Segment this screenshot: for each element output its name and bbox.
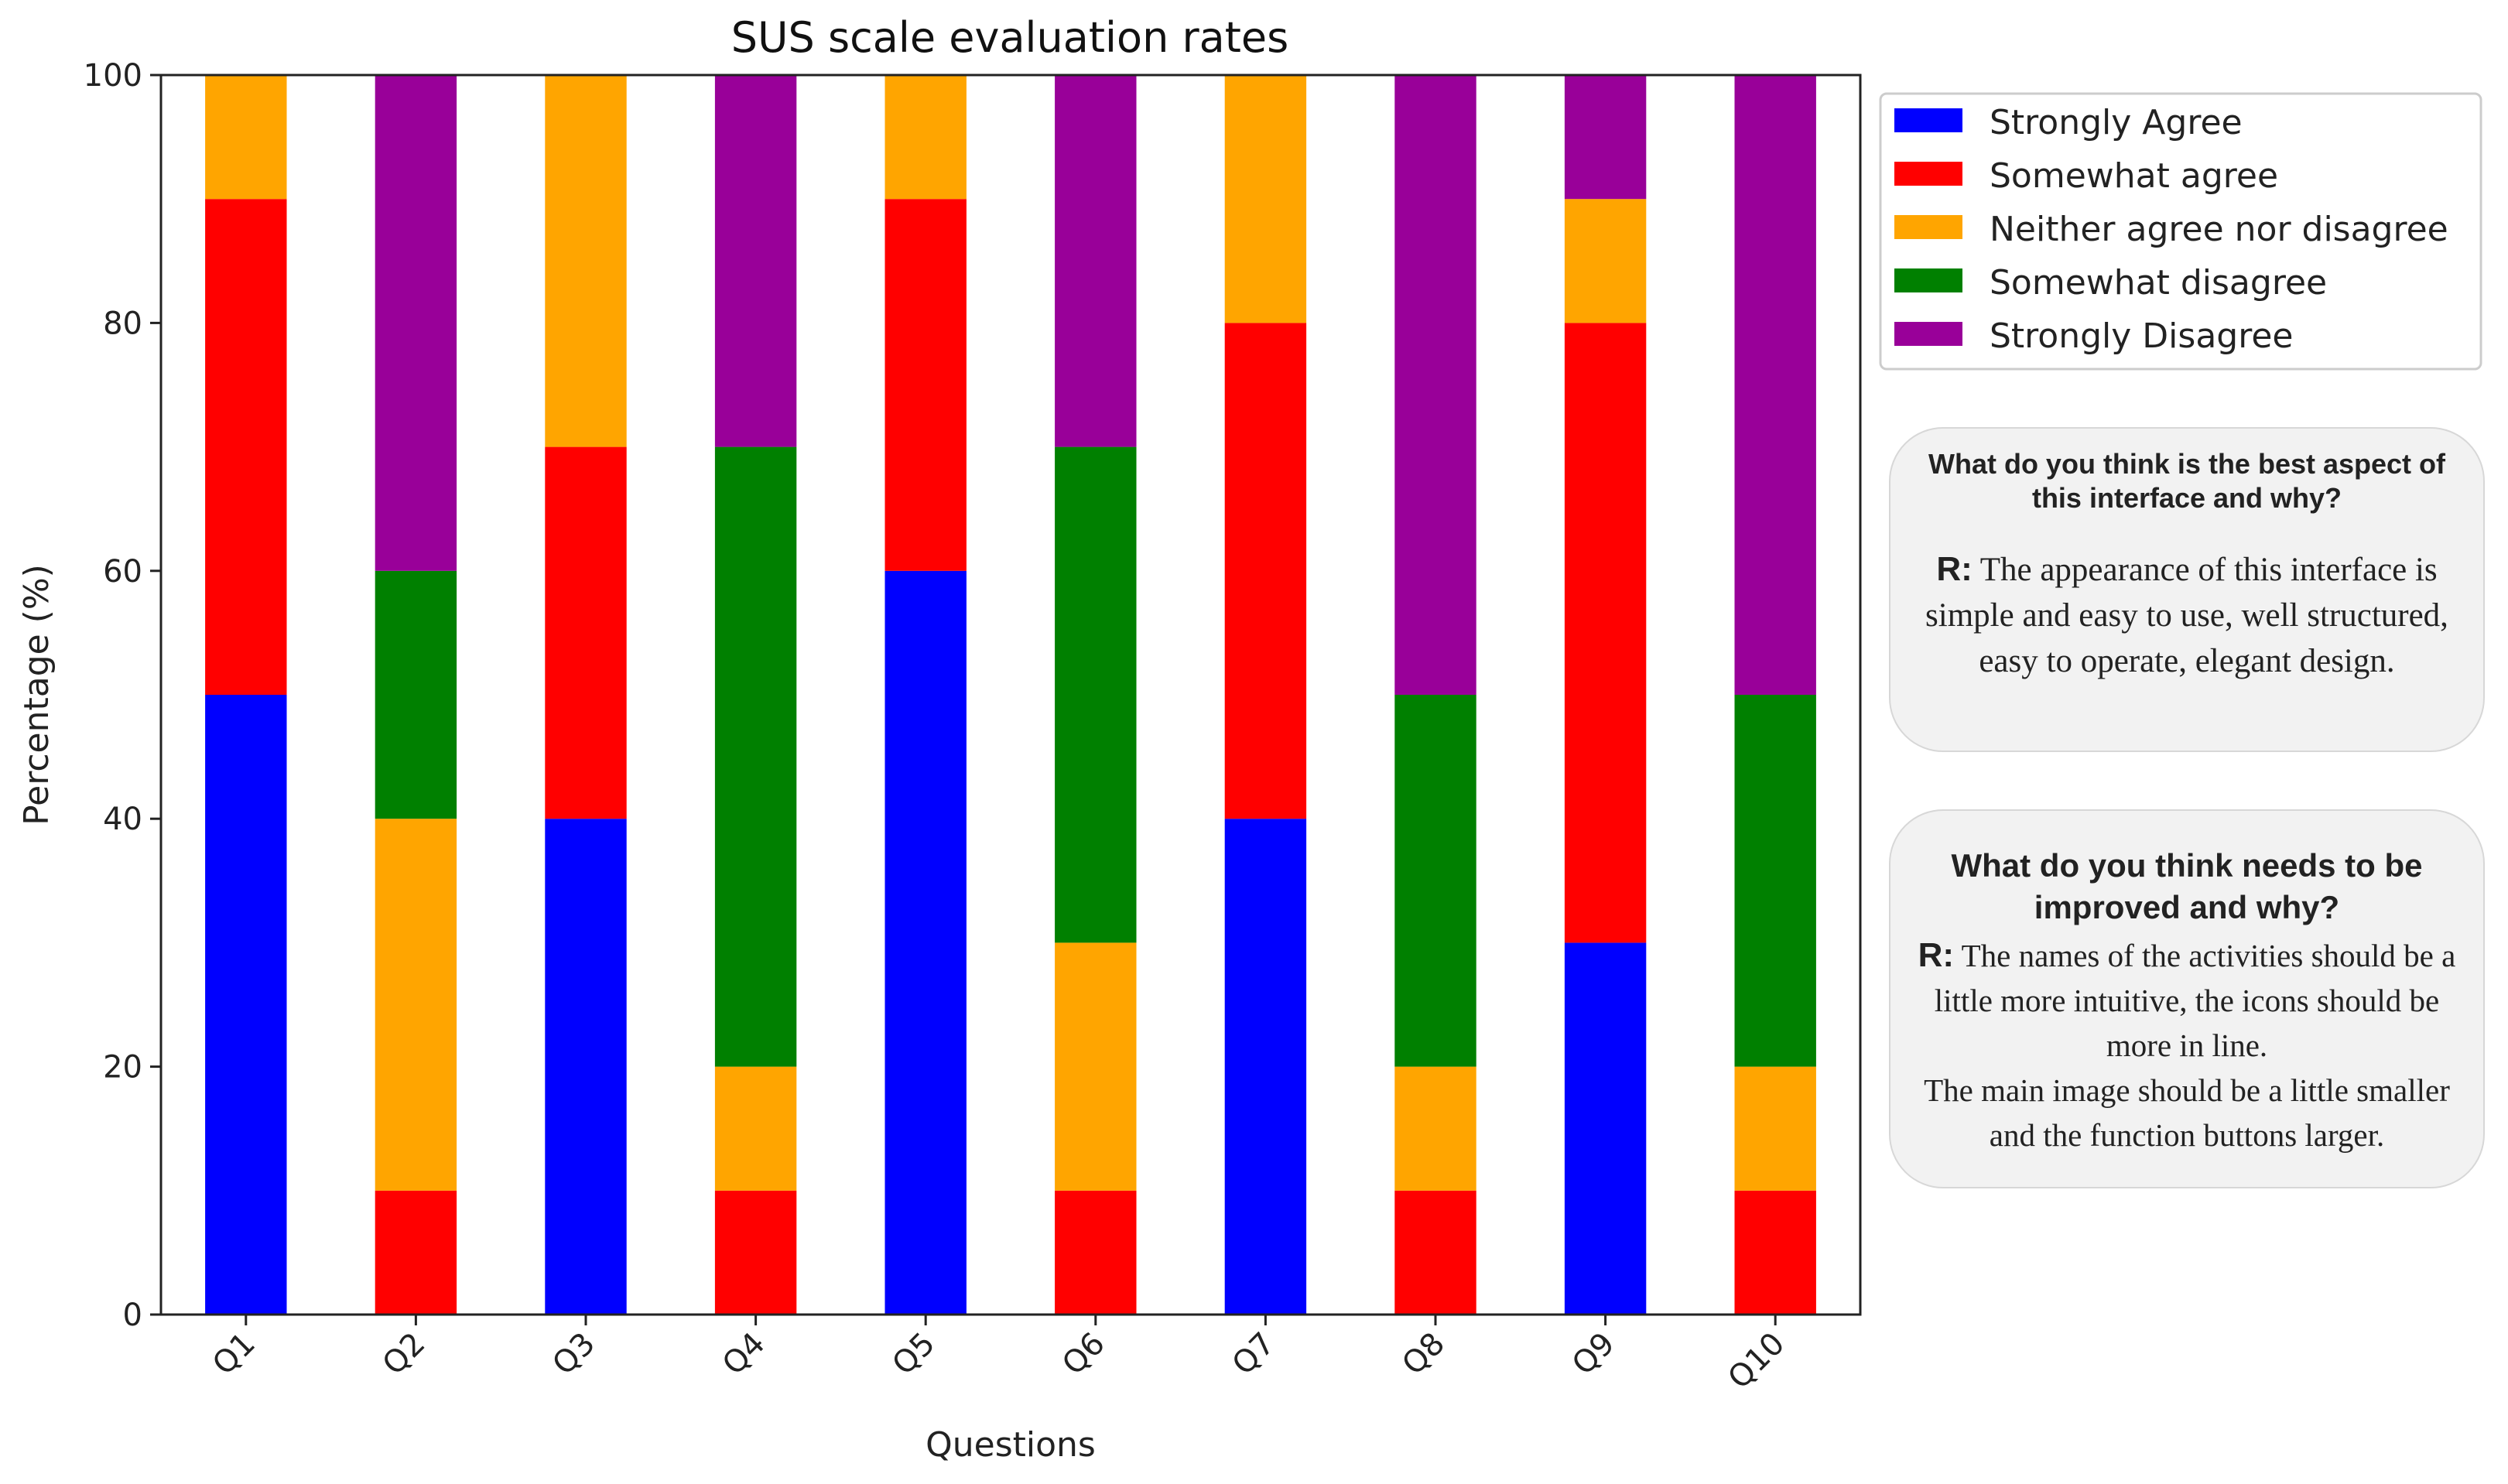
best-aspect-question: What do you think is the best aspect of … [1928,448,2446,514]
bar-q10-somewhat-agree [1734,1190,1816,1315]
bar-q4-strongly-disagree [714,75,797,447]
bar-q8-somewhat-disagree [1394,695,1476,1067]
bar-q9-strongly-disagree [1564,75,1647,200]
bar-q9-neither-agree-nor-disagree [1564,199,1647,323]
best-aspect-r-label: R: [1936,550,1973,588]
bar-q4-somewhat-disagree [714,446,797,1067]
legend-label-strongly-disagree: Strongly Disagree [1990,316,2293,356]
legend-entries: Strongly Agree Somewhat agree Neither agre… [1894,103,2448,356]
chart-title: SUS scale evaluation rates [731,13,1289,62]
bar-q6-somewhat-agree [1055,1190,1137,1315]
bar-q8-strongly-disagree [1394,75,1476,695]
x-tick-label-q2: Q2 [376,1326,433,1383]
best-aspect-answer-text: The appearance of this interface is simp… [1925,552,2448,679]
x-axis-label: Questions [926,1425,1096,1465]
x-tick-label-q6: Q6 [1056,1326,1112,1383]
bar-q2-somewhat-disagree [375,570,457,819]
bar-q2-neither-agree-nor-disagree [375,819,457,1191]
bar-q10-strongly-disagree [1734,75,1816,695]
improvement-comment-box: What do you think needs to be improved a… [1889,809,2485,1188]
legend-label-somewhat-agree: Somewhat agree [1990,156,2278,196]
bar-q10-somewhat-disagree [1734,695,1816,1067]
improvement-question: What do you think needs to be improved a… [1951,847,2423,925]
bars-layer [205,75,1816,1315]
bar-q6-neither-agree-nor-disagree [1055,942,1137,1191]
bar-q6-strongly-disagree [1055,75,1137,447]
bar-q1-neither-agree-nor-disagree [205,75,287,200]
bar-q6-somewhat-disagree [1055,446,1137,943]
bar-q4-neither-agree-nor-disagree [714,1066,797,1191]
bar-q1-somewhat-agree [205,199,287,695]
improvement-answer-line1: The names of the activities should be a … [1934,938,2456,1063]
legend-label-neither-agree-nor-disagree: Neither agree nor disagree [1990,210,2448,249]
bar-q7-strongly-agree [1224,819,1307,1315]
bar-q3-somewhat-agree [545,446,627,819]
y-tick-label-20: 20 [103,1050,142,1086]
y-tick-label-40: 40 [103,802,142,837]
y-tick-label-0: 0 [123,1298,142,1333]
bar-q9-somewhat-agree [1564,323,1647,943]
legend-swatch-somewhat-agree [1894,162,1962,186]
bar-q10-neither-agree-nor-disagree [1734,1066,1816,1191]
improvement-answer: R: The names of the activities should be… [1898,933,2475,1157]
bar-q8-neither-agree-nor-disagree [1394,1066,1476,1191]
x-tick-label-q9: Q9 [1565,1326,1622,1383]
plot-frame [159,74,1862,1316]
y-tick-label-100: 100 [84,58,142,94]
bar-q5-somewhat-agree [884,199,967,571]
legend-swatch-somewhat-disagree [1894,268,1962,292]
x-tick-label-q4: Q4 [716,1326,772,1383]
y-tick-label-80: 80 [103,306,142,341]
legend-swatch-neither-agree-nor-disagree [1894,215,1962,239]
bar-q2-somewhat-agree [375,1190,457,1315]
improvement-answer-line2: The main image should be a little smalle… [1924,1072,2450,1153]
legend-label-somewhat-disagree: Somewhat disagree [1990,263,2327,303]
x-tick-label-q8: Q8 [1395,1326,1452,1383]
x-tick-label-q5: Q5 [885,1326,942,1383]
y-axis: 0 20 40 60 80 100 [84,58,161,1333]
legend-frame [1879,92,2482,371]
improvement-r-label: R: [1918,936,1955,974]
legend-label-strongly-agree: Strongly Agree [1990,103,2243,142]
x-tick-label-q1: Q1 [206,1326,262,1383]
bar-q5-strongly-agree [884,570,967,1315]
bar-q8-somewhat-agree [1394,1190,1476,1315]
legend-swatch-strongly-disagree [1894,322,1962,346]
bar-q4-somewhat-agree [714,1190,797,1315]
legend: Strongly Agree Somewhat agree Neither agre… [1879,92,2482,371]
bar-q7-neither-agree-nor-disagree [1224,75,1307,323]
bar-q2-strongly-disagree [375,75,457,571]
bar-q7-somewhat-agree [1224,323,1307,819]
best-aspect-comment-box: What do you think is the best aspect of … [1889,427,2485,752]
bar-q1-strongly-agree [205,695,287,1315]
x-axis: Q1 Q2 Q3 Q4 Q5 Q6 Q7 Q8 Q9 Q10 [206,1315,1791,1396]
x-tick-label-q7: Q7 [1226,1326,1282,1383]
bar-q5-neither-agree-nor-disagree [884,75,967,200]
legend-swatch-strongly-agree [1894,108,1962,132]
bar-q9-strongly-agree [1564,942,1647,1315]
y-axis-label: Percentage (%) [17,564,56,826]
best-aspect-answer: R: The appearance of this interface is s… [1911,546,2463,684]
y-tick-label-60: 60 [103,554,142,590]
x-tick-label-q10: Q10 [1721,1326,1791,1397]
bar-q3-strongly-agree [545,819,627,1315]
bar-q3-neither-agree-nor-disagree [545,75,627,447]
x-tick-label-q3: Q3 [546,1326,602,1383]
